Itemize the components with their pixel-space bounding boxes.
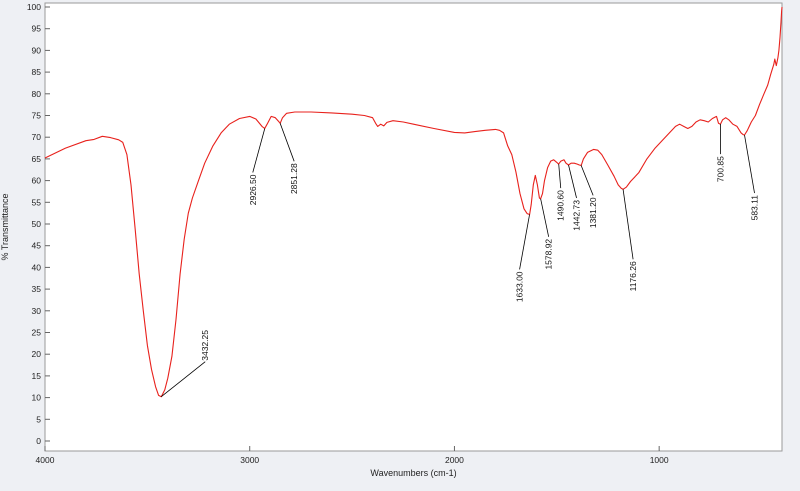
peak-leader-line bbox=[568, 164, 577, 199]
y-tick-label: 95 bbox=[32, 24, 42, 34]
y-tick-label: 25 bbox=[32, 328, 42, 338]
peak-leader-line bbox=[519, 214, 530, 270]
peak-annotations: 3432.25 2926.50 2851.28 1633.00 1578.92 1490.… bbox=[160, 123, 760, 398]
spectrum-line bbox=[44, 6, 783, 398]
y-tick-label: 50 bbox=[32, 219, 42, 229]
x-tick-label: 2000 bbox=[445, 455, 464, 465]
peak-leader-line bbox=[252, 128, 266, 173]
peak-label: 3432.25 bbox=[200, 330, 210, 361]
y-tick-label: 60 bbox=[32, 176, 42, 186]
y-tick-label: 45 bbox=[32, 241, 42, 251]
peak-label: 1176.26 bbox=[628, 261, 638, 291]
x-axis-title: Wavenumbers (cm-1) bbox=[370, 468, 456, 478]
peak-label: 2926.50 bbox=[248, 174, 258, 205]
peak-label: 1490.60 bbox=[556, 190, 566, 221]
y-axis-title: % Transmittance bbox=[0, 193, 10, 260]
y-tick-label: 80 bbox=[32, 89, 42, 99]
peak-leader-line bbox=[160, 361, 206, 398]
y-tick-label: 100 bbox=[27, 2, 41, 12]
y-tick-label: 75 bbox=[32, 111, 42, 121]
x-tick-label: 4000 bbox=[36, 455, 55, 465]
peak-label: 583.11 bbox=[750, 195, 760, 221]
y-tick-label: 35 bbox=[32, 284, 42, 294]
y-tick-label: 70 bbox=[32, 132, 42, 142]
y-tick-label: 5 bbox=[36, 414, 41, 424]
peak-leader-line bbox=[558, 164, 562, 189]
peak-leader-line bbox=[580, 165, 594, 196]
y-tick-label: 90 bbox=[32, 45, 42, 55]
peak-label: 2851.28 bbox=[289, 163, 299, 194]
peak-label: 700.85 bbox=[715, 156, 725, 182]
y-tick-label: 10 bbox=[32, 393, 42, 403]
y-tick-label: 40 bbox=[32, 262, 42, 272]
y-tick-label: 0 bbox=[36, 436, 41, 446]
y-tick-label: 20 bbox=[32, 349, 42, 359]
peak-label: 1381.20 bbox=[588, 197, 598, 228]
axis-ticks: 0 5 10 15 20 25 30 35 40 45 50 55 60 65 70 75 80 85 90 95 10… bbox=[27, 2, 669, 465]
y-tick-label: 65 bbox=[32, 154, 42, 164]
peak-label: 1633.00 bbox=[515, 271, 525, 302]
plot-area bbox=[44, 2, 783, 452]
x-tick-label: 3000 bbox=[240, 455, 259, 465]
y-tick-label: 85 bbox=[32, 67, 42, 77]
y-tick-label: 55 bbox=[32, 197, 42, 207]
peak-label: 1442.73 bbox=[572, 200, 582, 231]
y-tick-label: 30 bbox=[32, 306, 42, 316]
peak-leader-line bbox=[622, 189, 634, 260]
peak-leader-line bbox=[279, 123, 295, 162]
x-tick-label: 1000 bbox=[650, 455, 669, 465]
peak-label: 1578.92 bbox=[544, 239, 554, 270]
peak-leader-line bbox=[744, 134, 755, 194]
y-tick-label: 15 bbox=[32, 371, 42, 381]
peak-leader-line bbox=[540, 198, 550, 237]
spectrum-series bbox=[44, 6, 783, 398]
